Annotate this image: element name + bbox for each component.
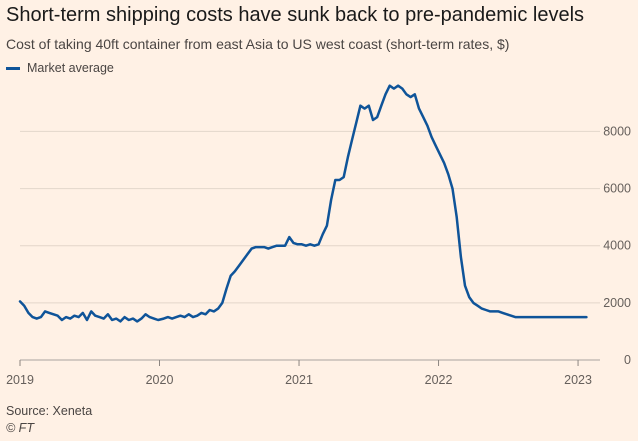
source-note: Source: Xeneta	[6, 404, 93, 418]
legend-swatch	[6, 66, 20, 70]
series-line-market-average	[18, 84, 588, 323]
x-tick-label: 2020	[146, 373, 174, 387]
y-tick-label: 4000	[603, 239, 631, 253]
legend-label: Market average	[27, 61, 114, 75]
chart-subtitle: Cost of taking 40ft container from east …	[6, 36, 510, 52]
y-tick-label: 0	[624, 353, 631, 367]
x-tick-label: 2021	[285, 373, 313, 387]
x-tick-label: 2023	[564, 373, 592, 387]
legend: Market average	[6, 61, 114, 75]
y-tick-label: 6000	[603, 182, 631, 196]
x-tick-label: 2022	[425, 373, 453, 387]
y-tick-label: 8000	[603, 124, 631, 138]
chart-title: Short-term shipping costs have sunk back…	[6, 4, 585, 26]
x-tick-label: 2019	[6, 373, 34, 387]
copyright-credit: © FT	[6, 421, 34, 435]
y-tick-label: 2000	[603, 296, 631, 310]
